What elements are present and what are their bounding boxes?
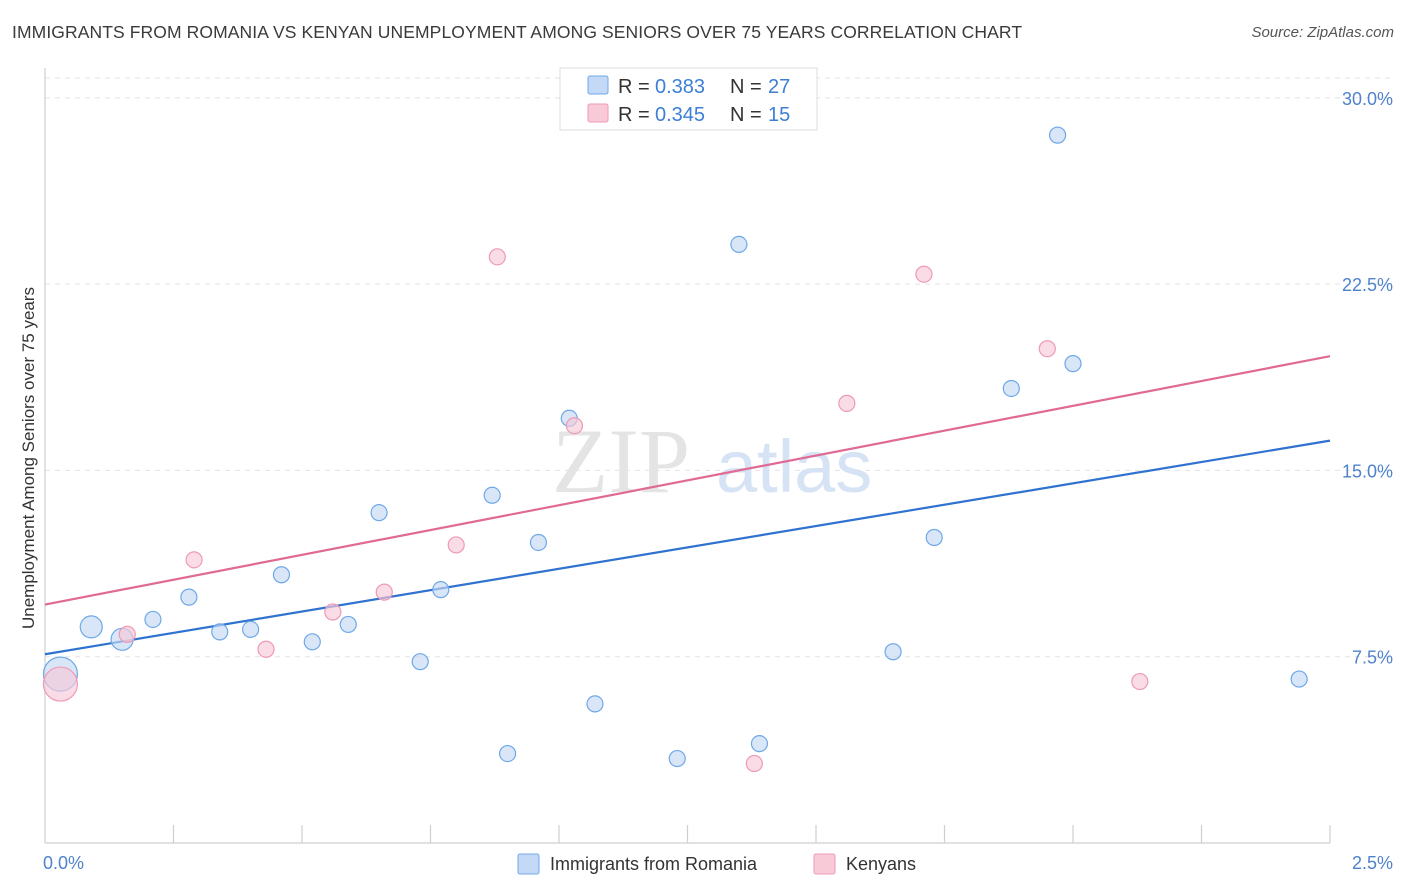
kenyans-point (838, 394, 856, 412)
legend-n-label-2: N = (730, 104, 762, 126)
y-tick-labels: 7.5% 15.0% 22.5% 30.0% (1342, 89, 1393, 668)
legend-r-label-2: R = (618, 104, 650, 126)
legend-n-value-1: 27 (768, 76, 790, 98)
romania-point (180, 588, 198, 606)
watermark-atlas: atlas (716, 425, 872, 508)
legend-r-value-1: 0.383 (655, 76, 705, 98)
romania-point (1064, 355, 1082, 373)
series-legend: Immigrants from Romania Kenyans (517, 853, 916, 875)
romania-point (339, 615, 357, 634)
romania-point (303, 633, 321, 651)
romania-point (242, 620, 260, 638)
romania-point (272, 566, 291, 584)
legend-swatch-kenyans (587, 103, 609, 123)
romania-point (211, 623, 229, 641)
romania-point (483, 486, 501, 504)
series-legend-swatch-kenyans (813, 853, 836, 875)
y-tick-label: 30.0% (1342, 89, 1393, 109)
romania-point (1002, 379, 1020, 398)
trend-lines (44, 355, 1331, 656)
legend-r-value-2: 0.345 (655, 104, 705, 126)
source-credit: Source: ZipAtlas.com (1251, 24, 1394, 41)
romania-point (144, 610, 162, 629)
trend-line-kenyans (44, 355, 1331, 606)
legend-swatch-romania (587, 75, 609, 95)
legend-n-label-1: N = (730, 76, 762, 98)
romania-point (750, 735, 769, 753)
kenyans-point (375, 583, 393, 601)
data-points (42, 126, 1308, 773)
romania-point (668, 749, 686, 768)
y-tick-label: 15.0% (1342, 461, 1393, 481)
romania-point (432, 581, 450, 599)
romania-point (730, 235, 748, 254)
legend-r-label-1: R = (618, 76, 650, 98)
y-tick-label: 22.5% (1342, 275, 1393, 295)
chart-title: IMMIGRANTS FROM ROMANIA VS KENYAN UNEMPL… (12, 22, 1023, 42)
romania-point (1048, 126, 1067, 144)
romania-point (411, 653, 429, 671)
legend-n-value-2: 15 (768, 104, 790, 126)
kenyans-point (488, 248, 506, 266)
series-legend-label-kenyans: Kenyans (846, 854, 916, 874)
romania-point (586, 695, 604, 713)
kenyans-point (42, 666, 79, 702)
kenyans-point (745, 754, 763, 773)
romania-point (79, 615, 103, 639)
kenyans-point (185, 551, 203, 569)
gridlines (45, 77, 1393, 658)
kenyans-point (1038, 340, 1056, 358)
kenyans-point (915, 265, 933, 283)
romania-point (499, 744, 517, 763)
legend-box: R = 0.383 N = 27 R = 0.345 N = 15 (559, 67, 818, 131)
romania-point (529, 533, 548, 552)
watermark: ZIP atlas (552, 410, 872, 512)
kenyans-point (257, 640, 275, 658)
kenyans-point (447, 536, 465, 554)
x-tick-label-max: 2.5% (1352, 853, 1393, 873)
y-tick-label: 7.5% (1352, 648, 1393, 668)
series-legend-label-romania: Immigrants from Romania (550, 854, 758, 874)
kenyans-point (118, 625, 136, 643)
trend-line-romania (44, 439, 1331, 656)
romania-point (884, 643, 902, 661)
kenyans-point (324, 603, 342, 621)
x-tick-marks (172, 825, 1331, 843)
romania-point (925, 528, 943, 547)
romania-point (1290, 670, 1308, 688)
series-legend-swatch-romania (517, 853, 540, 875)
y-axis-label: Unemployment Among Seniors over 75 years (19, 287, 38, 629)
x-tick-label-min: 0.0% (43, 853, 84, 873)
kenyans-point (565, 417, 584, 435)
romania-point (370, 504, 388, 522)
kenyans-point (1131, 672, 1149, 691)
